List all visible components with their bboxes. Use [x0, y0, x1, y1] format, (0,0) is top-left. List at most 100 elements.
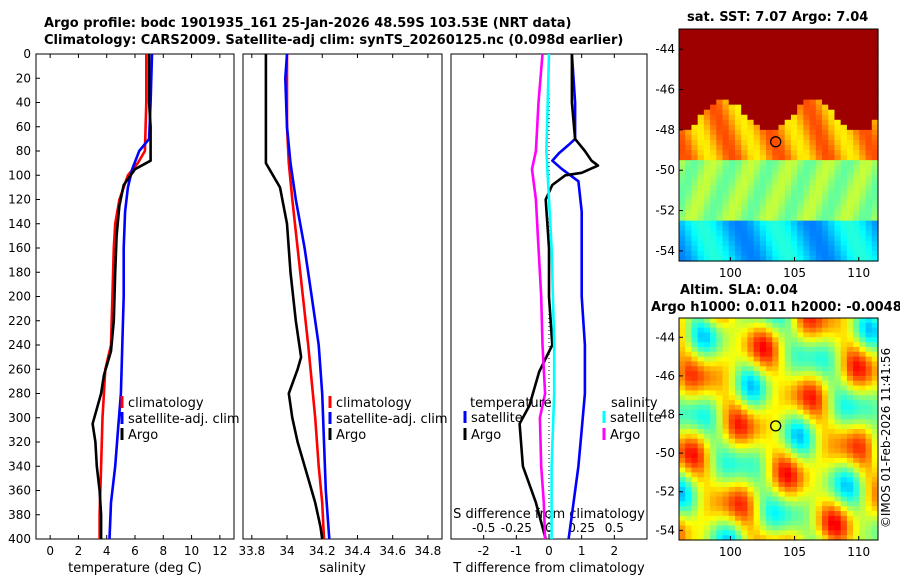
- map-cell: [784, 79, 792, 86]
- map-cell: [734, 84, 742, 91]
- map-cell: [790, 482, 798, 488]
- map-cell: [859, 515, 867, 522]
- map-cell: [710, 145, 717, 151]
- map-cell: [834, 139, 842, 146]
- map-cell: [772, 361, 780, 367]
- map-cell: [803, 230, 811, 237]
- map-cell: [784, 346, 792, 353]
- map-cell: [679, 419, 686, 425]
- map-cell: [859, 74, 867, 81]
- map-cell: [853, 467, 860, 474]
- map-cell: [766, 84, 773, 91]
- map-cell: [778, 482, 786, 488]
- map-cell: [809, 511, 817, 517]
- map-cell: [865, 99, 873, 106]
- map-cell: [766, 467, 773, 474]
- map-cell: [846, 84, 854, 91]
- map-cell: [741, 44, 749, 50]
- map-cell: [710, 89, 717, 96]
- map-cell: [790, 94, 798, 101]
- map-cell: [766, 506, 773, 512]
- map-cell: [716, 371, 724, 377]
- map-cell: [822, 482, 829, 488]
- map-cell: [784, 195, 792, 202]
- map-cell: [734, 409, 742, 416]
- map-cell: [703, 453, 711, 459]
- map-cell: [679, 134, 686, 141]
- map-cell: [859, 457, 867, 464]
- map-cell: [728, 155, 736, 161]
- map-cell: [691, 145, 699, 151]
- map-cell: [728, 477, 736, 483]
- map-cell: [853, 477, 860, 483]
- map-cell: [691, 44, 699, 50]
- map-cell: [741, 145, 749, 151]
- map-cell: [685, 404, 693, 411]
- map-cell: [697, 39, 705, 45]
- map-cell: [846, 119, 854, 126]
- map-cell: [840, 515, 848, 522]
- map-cell: [778, 342, 786, 348]
- map-cell: [784, 124, 792, 131]
- map-cell: [697, 419, 705, 425]
- map-cell: [797, 515, 804, 522]
- map-cell: [691, 477, 699, 483]
- map-cell: [728, 337, 736, 343]
- map-cell: [834, 525, 842, 531]
- map-cell: [803, 210, 811, 217]
- map-cell: [679, 371, 686, 377]
- map-cell: [797, 400, 804, 406]
- map-cell: [853, 245, 860, 252]
- map-cell: [822, 462, 829, 469]
- map-cell: [697, 429, 705, 435]
- map-cell: [679, 395, 686, 401]
- map-cell: [834, 491, 842, 498]
- map-cell: [716, 424, 724, 430]
- map-cell: [716, 453, 724, 459]
- map-cell: [784, 462, 792, 469]
- map-cell: [797, 477, 804, 483]
- map-cell: [716, 250, 724, 257]
- map-cell: [828, 429, 836, 435]
- map-cell: [834, 255, 842, 262]
- map-cell: [784, 190, 792, 197]
- map-cell: [778, 250, 786, 257]
- map-cell: [865, 190, 873, 197]
- map-cell: [753, 351, 761, 358]
- map-cell: [865, 225, 873, 232]
- map-cell: [685, 190, 693, 197]
- map-cell: [784, 109, 792, 116]
- map-cell: [809, 385, 817, 391]
- map-cell: [828, 104, 836, 111]
- map-cell: [710, 337, 717, 343]
- map-cell: [772, 424, 780, 430]
- map-cell: [846, 139, 854, 146]
- map-cell: [790, 129, 798, 136]
- map-cell: [685, 375, 693, 382]
- map-cell: [716, 240, 724, 247]
- map-cell: [703, 327, 711, 334]
- map-cell: [722, 59, 730, 65]
- map-cell: [753, 205, 761, 212]
- difference-panel: -2 -1 0 1 2T difference from climatology-0.5…: [450, 53, 662, 576]
- map-cell: [685, 155, 693, 161]
- map-cell: [822, 225, 829, 232]
- map-cell: [716, 99, 724, 106]
- map-cell: [865, 472, 873, 478]
- map-cell: [809, 79, 817, 86]
- map-cell: [766, 332, 773, 338]
- map-cell: [809, 506, 817, 512]
- map-cell: [679, 477, 686, 483]
- map-cell: [753, 250, 761, 257]
- map-cell: [728, 414, 736, 420]
- map-cell: [797, 180, 804, 186]
- map-cell: [728, 390, 736, 396]
- map-cell: [815, 124, 823, 131]
- map-cell: [871, 245, 879, 252]
- map-cell: [865, 129, 873, 136]
- map-cell: [747, 366, 755, 372]
- map-cell: [865, 361, 873, 367]
- map-cell: [778, 175, 786, 181]
- map-cell: [722, 351, 730, 358]
- map-cell: [703, 361, 711, 367]
